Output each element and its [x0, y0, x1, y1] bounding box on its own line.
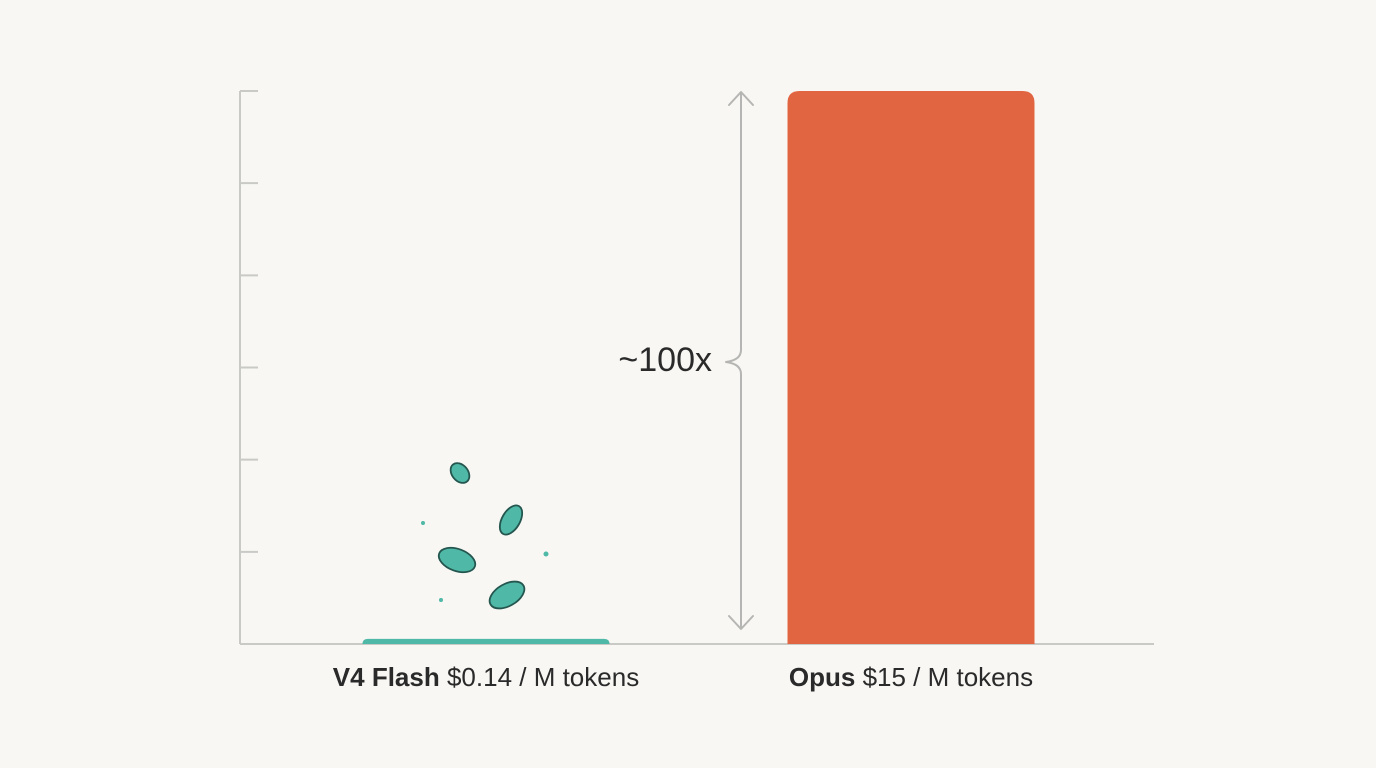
arrow-head [728, 91, 754, 106]
coins [421, 462, 549, 610]
bar [787, 91, 1035, 644]
arrow-head [728, 615, 754, 630]
x-tick-label: V4 Flash $0.14 / M tokens [333, 662, 639, 692]
brace [725, 92, 742, 629]
annotation: ~100x [618, 341, 712, 379]
sparkle [439, 598, 443, 602]
bar [362, 638, 610, 644]
sparkle [421, 521, 425, 525]
x-tick-label: Opus $15 / M tokens [789, 662, 1033, 692]
category-name: Opus [789, 662, 855, 692]
coin [437, 546, 477, 574]
coin [488, 580, 526, 610]
coin [449, 462, 471, 484]
ratio-arrow [725, 91, 754, 630]
value-label: $15 / M tokens [863, 662, 1034, 692]
sparkle [543, 551, 549, 557]
coin [498, 504, 524, 536]
category-name: V4 Flash [333, 662, 440, 692]
value-label: $0.14 / M tokens [447, 662, 639, 692]
